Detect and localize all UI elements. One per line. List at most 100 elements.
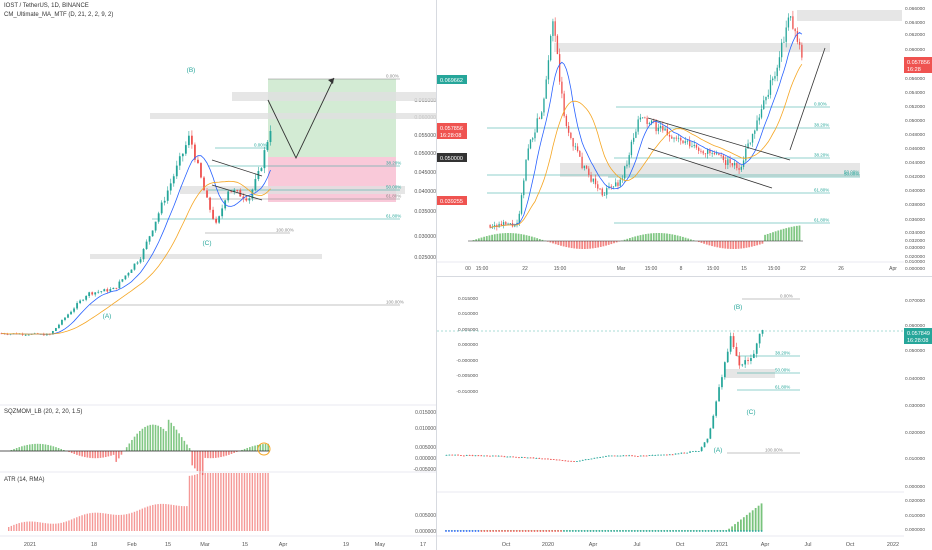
left-price-tick: 0.035000 <box>414 209 436 215</box>
rt-candle <box>534 132 536 139</box>
rb-squeeze-dot <box>462 530 465 532</box>
rb-candle <box>602 456 604 458</box>
rb-squeeze-dot <box>486 530 489 532</box>
rb-candle <box>486 455 488 457</box>
rt-time-tick: 22 <box>800 266 806 272</box>
rt-candle <box>682 140 684 143</box>
rb-time-tick: 2021 <box>716 542 728 548</box>
rb-tag-last-text: 0.057849 <box>907 331 930 337</box>
rt-osc-bar <box>636 235 639 241</box>
sqz-bar <box>26 444 28 451</box>
rt-osc-bar <box>793 226 796 241</box>
rt-candle <box>606 188 608 195</box>
sqz-bar <box>76 451 78 455</box>
left-candle <box>94 292 97 295</box>
rb-candle <box>726 351 729 363</box>
rb-candle <box>549 459 552 460</box>
rt-candle <box>527 148 529 160</box>
rt-candle <box>787 17 790 28</box>
atr-bar <box>212 473 214 531</box>
atr-bar <box>81 515 83 531</box>
atr-bar <box>152 504 154 531</box>
rt-candle <box>525 159 527 181</box>
sqz-bar <box>170 422 173 451</box>
rb-candle <box>747 360 749 362</box>
rt-candle <box>758 117 760 121</box>
rb-squeeze-dot <box>751 530 754 532</box>
rb-squeeze-dot <box>518 530 521 532</box>
rb-candle <box>460 455 462 456</box>
rb-squeeze-dot <box>630 530 633 532</box>
left-candle <box>121 279 124 282</box>
atr-bar <box>128 513 130 531</box>
rb-candle <box>465 455 468 456</box>
sqz-bar <box>230 451 233 454</box>
sqz-bar <box>68 451 70 453</box>
rt-price-tick: 0.056000 <box>905 76 925 82</box>
rt-candle <box>769 80 772 95</box>
atr-bar <box>246 473 248 531</box>
sqz-bar <box>63 449 65 451</box>
rt-candle <box>536 118 538 133</box>
atr-bar <box>31 521 33 531</box>
rt-candle <box>615 182 617 187</box>
rt-candle <box>570 132 572 138</box>
left-candle <box>212 209 214 219</box>
sqz-bar <box>188 448 191 451</box>
left-candle <box>142 249 145 260</box>
left-candle <box>178 156 181 166</box>
rt-osc-bar <box>517 233 520 241</box>
rt-price-tick: 0.010000 <box>905 259 925 265</box>
rt-osc-bar <box>679 236 682 241</box>
rt-osc-bar <box>583 241 586 249</box>
rt-candle <box>624 166 626 179</box>
sqz-bar <box>259 444 262 451</box>
rt-osc-bar <box>729 241 732 249</box>
rt-osc-bar <box>785 228 788 241</box>
sqz-bar <box>204 451 207 458</box>
rt-candle <box>514 225 516 227</box>
rb-tag-last <box>904 328 932 344</box>
sqz-bar <box>267 443 269 451</box>
rb-candle <box>497 455 500 457</box>
sqz-bar <box>180 437 183 451</box>
rb-candle <box>689 451 691 453</box>
rb-candle <box>703 442 706 448</box>
sqz-bar <box>251 446 254 451</box>
left-sqz-tick: 0.000000 <box>415 456 436 462</box>
rb-squeeze-dot <box>445 530 447 532</box>
sqz-bar <box>146 425 149 451</box>
left-candle <box>197 159 199 164</box>
rb-osc-bar <box>748 512 751 531</box>
rb-fib-label: 38.20% <box>775 351 790 356</box>
atr-bar <box>241 473 243 531</box>
rt-candle <box>650 120 653 124</box>
left-candle <box>236 190 239 191</box>
left-candle <box>133 263 136 270</box>
sqz-bar <box>162 428 165 451</box>
rt-candle <box>693 144 695 147</box>
atr-bar <box>21 522 23 531</box>
rb-candle <box>692 451 694 453</box>
left-wave-a: (A) <box>103 313 112 320</box>
atr-bar <box>196 474 199 531</box>
rt-osc-bar <box>642 234 645 241</box>
sqz-bar <box>212 451 214 459</box>
rt-osc-bar <box>671 234 674 241</box>
rt-candle <box>736 163 738 169</box>
rt-candle <box>617 182 619 186</box>
sqz-bar <box>36 443 39 451</box>
rt-candle <box>781 42 783 58</box>
rb-candle <box>663 454 665 456</box>
sqz-bar <box>254 445 256 451</box>
sqz-bar <box>52 446 55 451</box>
sqz-bar <box>214 451 217 458</box>
rb-candle <box>680 452 683 454</box>
rb-fib-zone <box>725 369 775 378</box>
rt-osc-bar <box>485 236 488 241</box>
left-candle <box>112 287 115 290</box>
rb-candle <box>474 455 477 457</box>
rt-candle <box>610 186 612 188</box>
rb-squeeze-dot <box>507 530 509 532</box>
rb-candle <box>700 447 703 452</box>
